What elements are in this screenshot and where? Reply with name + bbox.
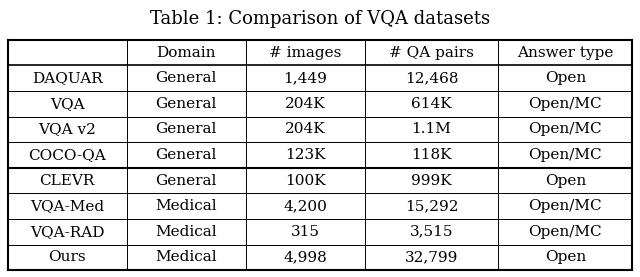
Text: Medical: Medical [156, 225, 217, 239]
Text: 100K: 100K [285, 174, 326, 188]
Text: 1.1M: 1.1M [412, 122, 451, 136]
Text: General: General [156, 122, 217, 136]
Text: # QA pairs: # QA pairs [389, 46, 474, 60]
Text: General: General [156, 97, 217, 111]
Text: VQA: VQA [50, 97, 84, 111]
Text: CLEVR: CLEVR [40, 174, 95, 188]
Text: Table 1: Comparison of VQA datasets: Table 1: Comparison of VQA datasets [150, 10, 490, 28]
Text: Domain: Domain [156, 46, 216, 60]
Text: DAQUAR: DAQUAR [32, 71, 102, 85]
Text: 4,200: 4,200 [283, 199, 327, 213]
Text: 1,449: 1,449 [283, 71, 327, 85]
Text: Open: Open [545, 250, 586, 264]
Text: Open/MC: Open/MC [529, 148, 602, 162]
Text: Open/MC: Open/MC [529, 225, 602, 239]
Text: 15,292: 15,292 [404, 199, 458, 213]
Text: VQA-Med: VQA-Med [30, 199, 104, 213]
Text: Medical: Medical [156, 250, 217, 264]
Text: 3,515: 3,515 [410, 225, 453, 239]
Text: VQA v2: VQA v2 [38, 122, 96, 136]
Text: 204K: 204K [285, 122, 326, 136]
Text: Medical: Medical [156, 199, 217, 213]
Text: Open/MC: Open/MC [529, 122, 602, 136]
Text: # images: # images [269, 46, 341, 60]
Text: Open/MC: Open/MC [529, 97, 602, 111]
Text: General: General [156, 71, 217, 85]
Text: COCO-QA: COCO-QA [28, 148, 106, 162]
Text: 614K: 614K [412, 97, 452, 111]
Text: General: General [156, 148, 217, 162]
Text: Ours: Ours [49, 250, 86, 264]
Text: Answer type: Answer type [517, 46, 614, 60]
Text: 204K: 204K [285, 97, 326, 111]
Text: 12,468: 12,468 [404, 71, 458, 85]
Text: VQA-RAD: VQA-RAD [30, 225, 104, 239]
Text: 999K: 999K [412, 174, 452, 188]
Text: 32,799: 32,799 [405, 250, 458, 264]
Text: General: General [156, 174, 217, 188]
Text: Open: Open [545, 174, 586, 188]
Text: 315: 315 [291, 225, 319, 239]
Text: Open: Open [545, 71, 586, 85]
Text: 123K: 123K [285, 148, 325, 162]
Text: 118K: 118K [412, 148, 452, 162]
Text: 4,998: 4,998 [284, 250, 327, 264]
Text: Open/MC: Open/MC [529, 199, 602, 213]
